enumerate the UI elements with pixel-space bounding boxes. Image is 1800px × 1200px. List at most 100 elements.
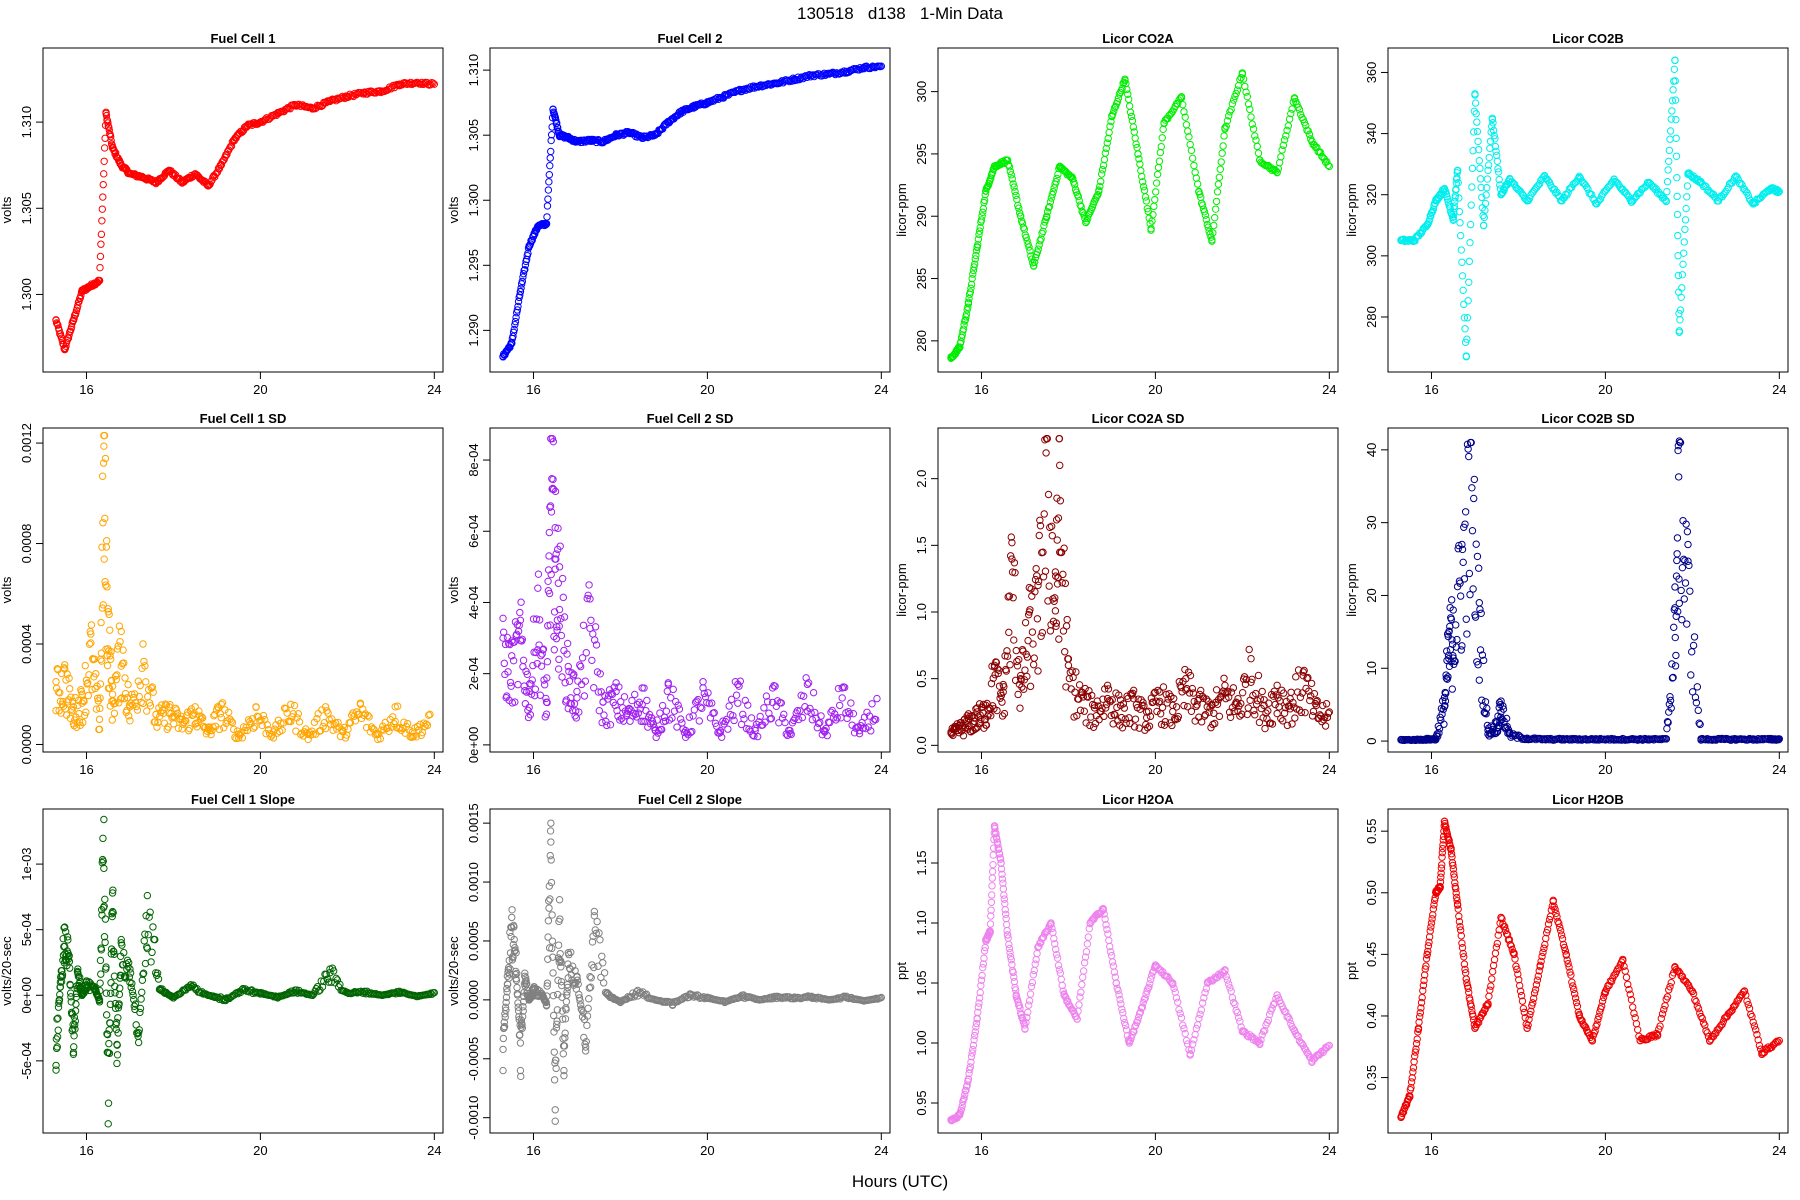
data-point xyxy=(56,990,64,999)
data-point xyxy=(538,650,546,658)
data-point xyxy=(564,662,572,671)
data-point xyxy=(521,982,529,990)
data-point xyxy=(1213,700,1222,708)
data-point xyxy=(501,1003,510,1012)
data-point xyxy=(664,679,672,687)
data-point xyxy=(551,1117,559,1125)
data-point xyxy=(104,1099,113,1107)
data-point xyxy=(1011,676,1020,685)
data-point xyxy=(217,700,225,708)
x-tick-label: 20 xyxy=(700,1143,714,1158)
data-point xyxy=(101,578,109,586)
data-point xyxy=(1666,135,1674,143)
data-point xyxy=(1483,704,1491,713)
data-point xyxy=(1465,278,1473,286)
data-point xyxy=(1304,127,1312,135)
y-tick-label: 2.0 xyxy=(914,470,929,488)
data-point xyxy=(1223,117,1232,125)
data-point xyxy=(335,723,343,731)
data-point xyxy=(595,707,604,715)
data-point xyxy=(668,714,676,722)
data-point xyxy=(102,543,111,551)
data-point xyxy=(1313,143,1321,152)
data-point xyxy=(1479,221,1488,229)
data-point xyxy=(429,79,437,87)
data-point xyxy=(1325,162,1334,171)
data-point xyxy=(98,217,106,225)
data-point xyxy=(553,1006,562,1014)
data-point xyxy=(1018,219,1027,227)
data-point xyxy=(595,929,603,937)
data-point xyxy=(561,679,569,687)
data-point xyxy=(108,716,116,724)
data-point xyxy=(1183,127,1192,135)
data-point xyxy=(554,941,563,949)
data-point xyxy=(1466,590,1474,599)
y-tick-label: 0.0010 xyxy=(466,862,481,902)
data-point xyxy=(1010,973,1018,981)
data-point xyxy=(1050,934,1058,943)
data-point xyxy=(426,989,435,997)
data-point xyxy=(1251,711,1259,719)
data-point xyxy=(1498,715,1506,724)
data-point xyxy=(1288,105,1296,113)
data-point xyxy=(1251,132,1259,140)
data-point xyxy=(315,987,323,995)
data-point xyxy=(1153,170,1162,179)
data-point xyxy=(1665,157,1673,166)
data-point xyxy=(1220,132,1228,140)
x-tick-label: 24 xyxy=(427,1143,441,1158)
data-point xyxy=(148,948,156,957)
data-point xyxy=(100,144,109,152)
data-point xyxy=(1318,152,1326,161)
data-point xyxy=(1666,696,1675,705)
data-point xyxy=(545,178,553,186)
data-point xyxy=(976,223,984,232)
data-point xyxy=(107,989,115,997)
data-point xyxy=(69,697,77,706)
data-point xyxy=(91,985,99,993)
data-point xyxy=(1458,540,1466,549)
data-point xyxy=(105,610,113,619)
data-point xyxy=(350,712,358,720)
data-point xyxy=(539,645,548,653)
data-point xyxy=(1034,581,1042,590)
data-point xyxy=(101,454,110,463)
data-point xyxy=(628,696,636,705)
data-point xyxy=(597,688,605,696)
data-point xyxy=(1460,300,1468,309)
data-point xyxy=(119,646,127,654)
data-point xyxy=(126,703,134,711)
data-point xyxy=(620,693,629,701)
data-point xyxy=(98,543,106,551)
data-point xyxy=(772,702,781,711)
data-point xyxy=(178,715,186,724)
y-tick-label: 8e-04 xyxy=(466,443,481,476)
data-point xyxy=(966,1063,974,1071)
data-point xyxy=(518,635,526,644)
data-point xyxy=(144,930,152,939)
data-point xyxy=(1226,713,1235,721)
data-point xyxy=(61,345,69,354)
data-point xyxy=(821,726,829,735)
data-point xyxy=(110,950,118,958)
data-point xyxy=(128,987,137,996)
data-point xyxy=(1138,178,1147,186)
data-point xyxy=(613,706,621,715)
data-point xyxy=(107,647,115,656)
data-point xyxy=(131,698,140,707)
data-point xyxy=(1303,126,1311,134)
data-point xyxy=(768,684,777,692)
data-point xyxy=(1423,735,1431,743)
data-point xyxy=(97,240,105,248)
data-point xyxy=(989,844,998,852)
data-point xyxy=(740,715,748,723)
data-point xyxy=(1157,142,1165,151)
data-point xyxy=(612,131,620,139)
data-point xyxy=(1159,125,1167,134)
data-point xyxy=(790,75,799,83)
y-axis-label: volts/20-sec xyxy=(446,936,461,1006)
x-tick-label: 20 xyxy=(700,762,714,777)
data-point xyxy=(1450,202,1459,210)
data-point xyxy=(809,688,818,697)
